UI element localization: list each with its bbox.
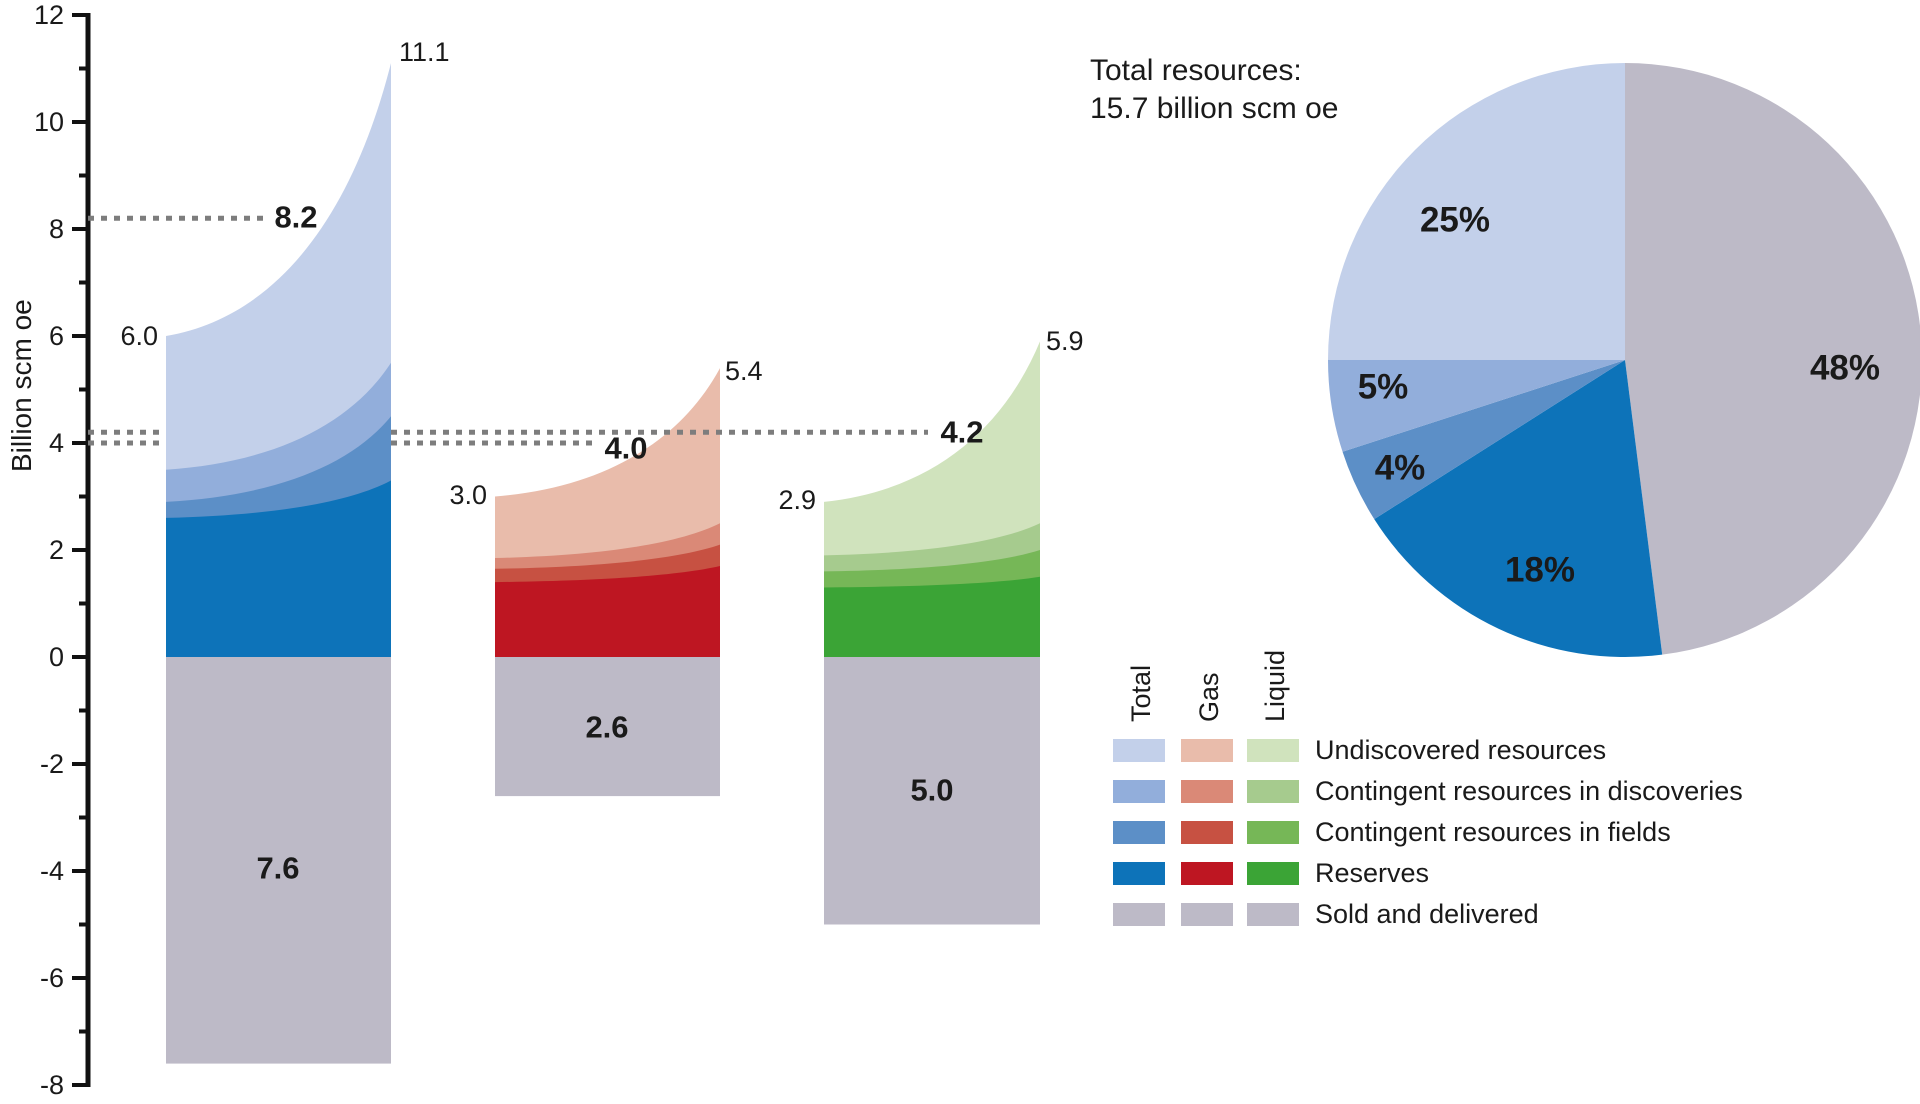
sold-label-total: 7.6 bbox=[256, 851, 299, 886]
legend-row-label: Contingent resources in discoveries bbox=[1315, 776, 1743, 806]
y-axis-tick-label: 4 bbox=[49, 428, 64, 458]
sold-label-liquid: 5.0 bbox=[910, 773, 953, 808]
legend-swatch-gas-row0 bbox=[1181, 739, 1233, 762]
pie-slice-contingent-resources-in-discoveries bbox=[1328, 360, 1625, 452]
pie-slice-label: 18% bbox=[1505, 551, 1575, 590]
legend-swatch-liquid-row0 bbox=[1247, 739, 1299, 762]
pie-title-line1: Total resources: bbox=[1090, 54, 1302, 87]
legend-swatch-total-row3 bbox=[1113, 862, 1165, 885]
legend-column-header-gas: Gas bbox=[1194, 672, 1224, 722]
marker-label-gas: 4.0 bbox=[604, 431, 647, 466]
legend-swatch-liquid-row1 bbox=[1247, 780, 1299, 803]
legend-swatch-gas-row1 bbox=[1181, 780, 1233, 803]
start-value-total: 6.0 bbox=[120, 321, 158, 351]
legend-swatch-liquid-row3 bbox=[1247, 862, 1299, 885]
legend-column-header-total: Total bbox=[1126, 664, 1156, 722]
sold-bar-total bbox=[166, 657, 391, 1064]
pie-slice-label: 4% bbox=[1375, 449, 1426, 488]
sold-bar-liquid bbox=[824, 657, 1040, 925]
y-axis-tick-label: -4 bbox=[40, 856, 64, 886]
legend-swatch-liquid-row2 bbox=[1247, 821, 1299, 844]
y-axis-tick-label: -2 bbox=[40, 749, 64, 779]
legend-swatch-total-row0 bbox=[1113, 739, 1165, 762]
y-axis-tick-label: 0 bbox=[49, 642, 64, 672]
legend-swatch-gas-row2 bbox=[1181, 821, 1233, 844]
y-axis-label: Billion scm oe bbox=[6, 299, 37, 472]
marker-label-liquid: 4.2 bbox=[940, 415, 983, 450]
y-axis-tick-label: 12 bbox=[34, 0, 64, 30]
pie-slice-sold-and-delivered bbox=[1625, 63, 1920, 655]
marker-label-total: 8.2 bbox=[274, 200, 317, 235]
legend-row-label: Sold and delivered bbox=[1315, 899, 1539, 929]
pie-title: Total resources: 15.7 billion scm oe bbox=[1090, 52, 1338, 128]
legend-swatch-total-row2 bbox=[1113, 821, 1165, 844]
pie-title-line2: 15.7 billion scm oe bbox=[1090, 92, 1339, 125]
area-liquid-layer-3 bbox=[824, 576, 1040, 657]
sold-bar-gas bbox=[495, 657, 720, 797]
area-total-layer-3 bbox=[166, 480, 391, 657]
legend-row-label: Reserves bbox=[1315, 858, 1430, 888]
legend-swatch-liquid-row4 bbox=[1247, 903, 1299, 926]
legend-swatch-total-row4 bbox=[1113, 903, 1165, 926]
legend-row-label: Contingent resources in fields bbox=[1315, 817, 1671, 847]
pie-slice-reserves bbox=[1374, 360, 1663, 657]
legend-row-label: Undiscovered resources bbox=[1315, 735, 1607, 765]
y-axis-tick-label: 2 bbox=[49, 535, 64, 565]
y-axis-tick-label: -6 bbox=[40, 963, 64, 993]
pie-slice-label: 25% bbox=[1420, 201, 1490, 240]
pie-slice-contingent-resources-in-fields bbox=[1342, 360, 1625, 520]
legend-swatch-gas-row4 bbox=[1181, 903, 1233, 926]
y-axis-tick-label: 10 bbox=[34, 107, 64, 137]
pie-slice-undiscovered-resources bbox=[1328, 63, 1625, 360]
start-value-liquid: 2.9 bbox=[778, 485, 816, 515]
end-value-total: 11.1 bbox=[399, 37, 450, 67]
pie-slice-label: 48% bbox=[1810, 349, 1880, 388]
y-axis-tick-label: 8 bbox=[49, 214, 64, 244]
sold-label-gas: 2.6 bbox=[585, 710, 628, 745]
y-axis-tick-label: -8 bbox=[40, 1070, 64, 1100]
legend-swatch-total-row1 bbox=[1113, 780, 1165, 803]
start-value-gas: 3.0 bbox=[449, 480, 487, 510]
end-value-gas: 5.4 bbox=[725, 356, 763, 386]
pie-slice-label: 5% bbox=[1358, 368, 1409, 407]
legend-column-header-liquid: Liquid bbox=[1260, 649, 1290, 722]
end-value-liquid: 5.9 bbox=[1046, 326, 1084, 356]
area-gas-layer-3 bbox=[495, 566, 720, 657]
legend-swatch-gas-row3 bbox=[1181, 862, 1233, 885]
y-axis-tick-label: 6 bbox=[49, 321, 64, 351]
